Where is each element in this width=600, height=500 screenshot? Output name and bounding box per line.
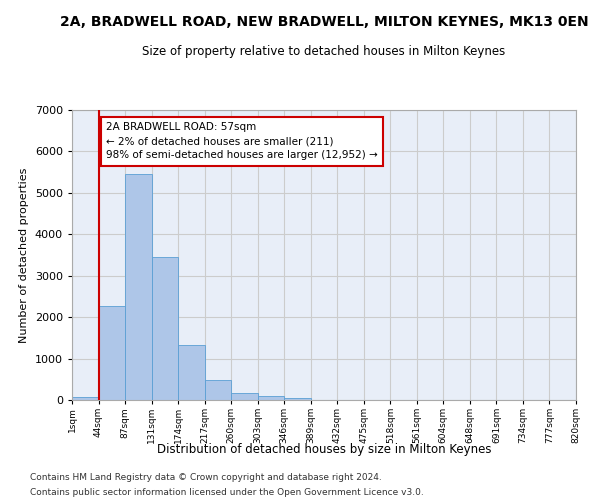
Bar (152, 257, 178, 400)
Y-axis label: Number of detached properties: Number of detached properties (19, 168, 29, 342)
Text: 2A BRADWELL ROAD: 57sqm
← 2% of detached houses are smaller (211)
98% of semi-de: 2A BRADWELL ROAD: 57sqm ← 2% of detached… (106, 122, 378, 160)
Text: Size of property relative to detached houses in Milton Keynes: Size of property relative to detached ho… (142, 45, 506, 58)
Bar (125, 174, 152, 400)
Text: Contains HM Land Registry data © Crown copyright and database right 2024.: Contains HM Land Registry data © Crown c… (30, 473, 382, 482)
Text: Distribution of detached houses by size in Milton Keynes: Distribution of detached houses by size … (157, 444, 491, 456)
Bar (231, 393, 257, 400)
Text: 2A, BRADWELL ROAD, NEW BRADWELL, MILTON KEYNES, MK13 0EN: 2A, BRADWELL ROAD, NEW BRADWELL, MILTON … (59, 15, 589, 29)
Bar (72, 396, 98, 400)
Bar (178, 346, 205, 400)
Text: Contains public sector information licensed under the Open Government Licence v3: Contains public sector information licen… (30, 488, 424, 497)
Bar (98, 306, 125, 400)
Bar (205, 380, 231, 400)
Bar (257, 396, 284, 400)
Bar (284, 398, 311, 400)
